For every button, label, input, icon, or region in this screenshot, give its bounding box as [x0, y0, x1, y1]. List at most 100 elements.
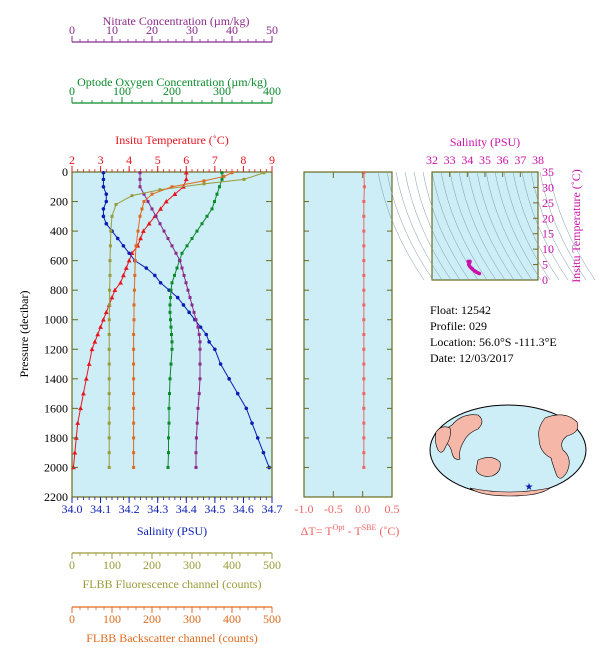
delta-t-point — [362, 303, 366, 307]
delta-t-point — [362, 259, 366, 263]
oxygen-point — [205, 214, 209, 218]
salinity-point — [181, 303, 186, 307]
delta-t-tick-label: 0.5 — [385, 502, 400, 516]
ts-density-contours — [377, 171, 596, 281]
oxygen-point — [200, 222, 204, 226]
salinity-point — [158, 280, 163, 285]
oxygen-tick-label: 200 — [163, 84, 181, 98]
density-contour — [422, 171, 470, 281]
nitrate-point — [198, 340, 202, 344]
delta-t-point — [362, 185, 366, 189]
delta-t-plot-area — [303, 171, 393, 498]
fluorescence-point — [107, 436, 111, 440]
temperature-point — [163, 198, 169, 204]
fluorescence-point — [107, 406, 111, 410]
delta-t-point — [362, 288, 366, 292]
backscatter-point — [133, 273, 137, 277]
nitrate-point — [158, 222, 162, 226]
salinity-point — [261, 450, 266, 455]
fluorescence-point — [108, 288, 112, 292]
nitrate-point — [142, 192, 146, 196]
float-id: Float: 12542 — [430, 303, 492, 317]
temperature-tick-label: 4 — [126, 153, 132, 167]
salinity-point — [144, 266, 149, 270]
temperature-tick-label: 7 — [212, 153, 218, 167]
salinity-point — [250, 421, 254, 425]
ts-point — [469, 266, 474, 271]
salinity-tick-label: 34.7 — [262, 502, 283, 516]
salinity-point — [101, 207, 106, 211]
backscatter-point — [140, 207, 144, 211]
temperature-point — [183, 176, 189, 182]
temperature-point — [141, 228, 146, 233]
density-contour — [440, 171, 488, 281]
ts-y-tick-label: 5 — [542, 258, 548, 272]
nitrate-axis-label: Nitrate Concentration (µm/kg) — [103, 14, 250, 28]
backscatter-point — [142, 200, 146, 204]
backscatter-point — [132, 362, 136, 366]
fluorescence-point — [130, 194, 134, 198]
nitrate-tick-label: 20 — [146, 23, 158, 37]
pressure-tick-label: 1800 — [44, 431, 68, 445]
nitrate-point — [198, 362, 202, 366]
nitrate-point — [194, 465, 198, 469]
nitrate-tick-label: 40 — [226, 23, 238, 37]
nitrate-point — [166, 236, 170, 240]
backscatter-point — [132, 406, 136, 410]
oxygen-point — [185, 244, 189, 248]
fluorescence-point — [262, 171, 266, 175]
pressure-tick-label: 400 — [50, 224, 68, 238]
ts-y-tick-label: 25 — [542, 196, 554, 210]
map-land-americas — [538, 414, 579, 479]
nitrate-point — [190, 303, 194, 307]
fluorescence-point — [107, 347, 111, 351]
fluorescence-point — [107, 392, 111, 396]
pressure-tick-label: 1000 — [44, 313, 68, 327]
backscatter-tick-label: 100 — [103, 612, 121, 626]
salinity-tick-label: 34.6 — [233, 502, 254, 516]
salinity-point — [187, 310, 191, 315]
fluorescence-tick-label: 0 — [69, 558, 75, 572]
salinity-point — [153, 273, 157, 278]
backscatter-point — [132, 288, 136, 292]
temperature-tick-label: 3 — [98, 153, 104, 167]
fluorescence-point — [107, 333, 111, 336]
temperature-point — [172, 191, 178, 196]
salinity-point — [204, 332, 209, 337]
ts-x-tick-label: 33 — [444, 153, 456, 167]
delta-t-point — [362, 171, 366, 175]
oxygen-axis-label: Optode Oxygen Concentration (µm/kg) — [77, 75, 267, 89]
fluorescence-point — [108, 259, 112, 263]
nitrate-point — [138, 185, 142, 189]
backscatter-point — [132, 377, 136, 381]
pressure-tick-label: 1400 — [44, 372, 68, 386]
ts-y-tick-label: 20 — [542, 211, 554, 225]
fluorescence-tick-label: 100 — [103, 558, 121, 572]
temperature-tick-label: 5 — [155, 153, 161, 167]
backscatter-point — [133, 259, 137, 263]
backscatter-point — [132, 392, 136, 396]
backscatter-tick-label: 400 — [223, 612, 241, 626]
salinity-point — [104, 192, 109, 196]
salinity-point — [104, 199, 109, 204]
oxygen-point — [195, 229, 199, 233]
delta-t-axis-label: ΔT= TOpt - TSBE (˚C) — [301, 523, 400, 538]
delta-t-tick-label: 0.0 — [355, 502, 370, 516]
temperature-tick-label: 6 — [183, 153, 189, 167]
salinity-point — [101, 184, 106, 189]
fluorescence-point — [108, 273, 112, 277]
map-land-antarctica — [469, 487, 551, 497]
nitrate-point — [196, 406, 200, 410]
oxygen-point — [190, 236, 194, 240]
nitrate-point — [138, 171, 142, 175]
oxygen-point — [169, 325, 173, 329]
nitrate-point — [188, 296, 192, 300]
density-contour — [539, 171, 587, 281]
delta-t-point — [362, 333, 366, 336]
fluorescence-point — [107, 451, 111, 455]
oxygen-tick-label: 300 — [213, 84, 231, 98]
backscatter-tick-label: 500 — [263, 612, 281, 626]
temperature-point — [89, 346, 95, 352]
